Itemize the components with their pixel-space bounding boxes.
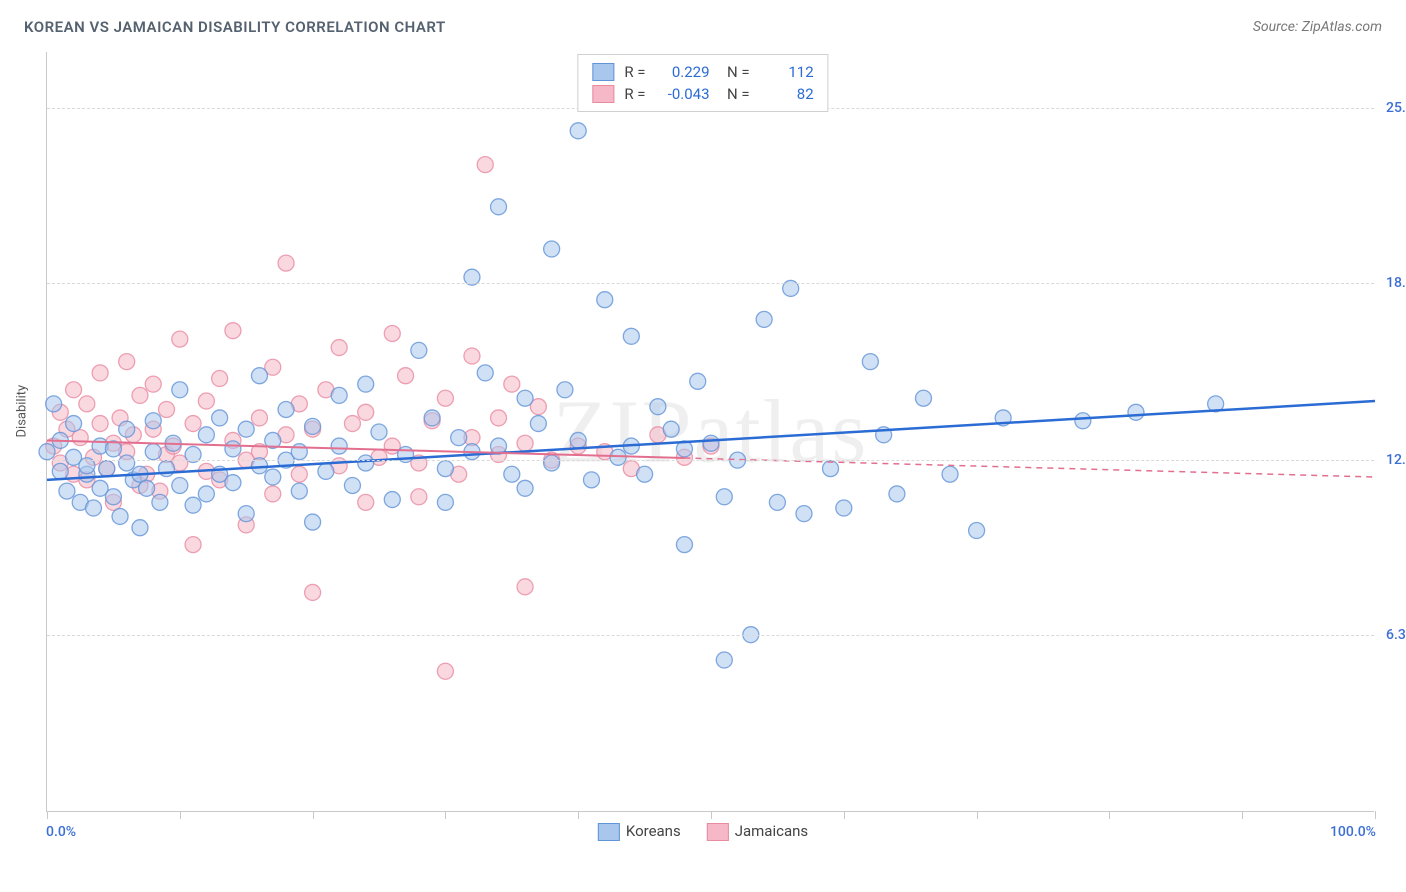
x-axis-min-label: 0.0% (46, 824, 76, 840)
n-value-jamaicans: 82 (760, 85, 814, 103)
r-value-koreans: 0.229 (656, 63, 710, 81)
y-axis-title: Disability (15, 385, 30, 438)
y-tick-label: 25.0% (1378, 100, 1406, 116)
swatch-pink (592, 85, 614, 103)
chart-title: KOREAN VS JAMAICAN DISABILITY CORRELATIO… (24, 18, 446, 36)
series-legend: Koreans Jamaicans (598, 822, 808, 841)
source-attribution: Source: ZipAtlas.com (1253, 19, 1382, 35)
y-tick-label: 12.5% (1378, 452, 1406, 468)
stats-legend: R = 0.229 N = 112 R = -0.043 N = 82 (577, 54, 828, 112)
n-value-koreans: 112 (760, 63, 814, 81)
y-tick-label: 6.3% (1378, 627, 1406, 643)
plot-svg (47, 52, 1374, 811)
scatter-chart: ZIPatlas 6.3%12.5%18.8%25.0% (46, 52, 1374, 812)
swatch-blue (592, 63, 614, 81)
y-tick-label: 18.8% (1378, 275, 1406, 291)
legend-item-koreans: Koreans (598, 822, 681, 841)
x-axis-max-label: 100.0% (1330, 824, 1376, 840)
legend-item-jamaicans: Jamaicans (707, 822, 808, 841)
r-value-jamaicans: -0.043 (656, 85, 710, 103)
